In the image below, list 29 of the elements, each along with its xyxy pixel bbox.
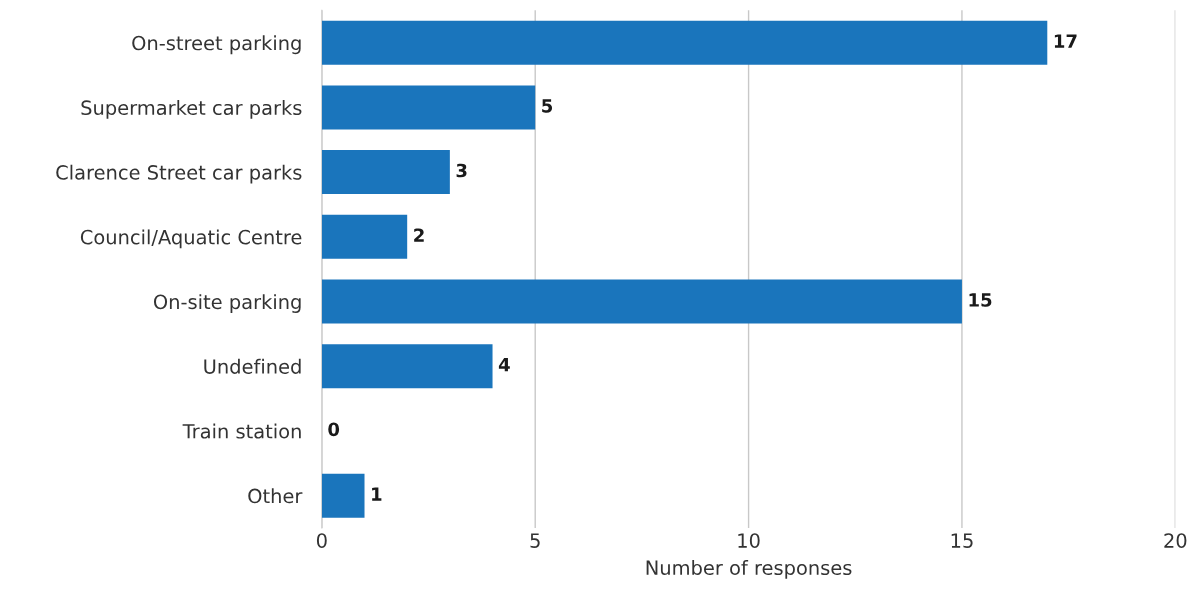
data-label: 3 [456, 163, 467, 178]
data-label: 5 [542, 99, 553, 113]
y-tick-label: Undefined [204, 358, 301, 374]
data-label: 4 [498, 358, 510, 372]
x-tick-label: 20 [1164, 533, 1187, 548]
x-tick-label: 0 [316, 533, 327, 548]
bar [321, 279, 962, 324]
y-tick-label: Other [248, 488, 303, 504]
data-label: 2 [414, 228, 424, 242]
y-tick-label: Train station [182, 423, 301, 439]
bar [321, 473, 365, 518]
bar [321, 85, 536, 130]
y-tick-label: On-site parking [153, 294, 301, 313]
y-tick-label: Clarence Street car parks [56, 164, 302, 184]
x-tick-label: 15 [951, 533, 973, 548]
x-tick-label: 10 [738, 533, 760, 548]
data-label: 15 [969, 293, 992, 307]
x-axis-title: Number of responses [646, 560, 852, 579]
bar [321, 344, 493, 389]
data-label: 17 [1054, 34, 1077, 48]
y-tick-label: Council/Aquatic Centre [80, 229, 302, 249]
bar [321, 150, 450, 195]
y-tick-label: On-street parking [132, 35, 301, 55]
bar [321, 214, 408, 259]
data-label: 0 [328, 422, 340, 437]
bar [321, 20, 1048, 65]
x-tick-label: 5 [530, 533, 540, 548]
data-label: 1 [372, 487, 382, 501]
y-tick-label: Supermarket car parks [81, 100, 302, 119]
